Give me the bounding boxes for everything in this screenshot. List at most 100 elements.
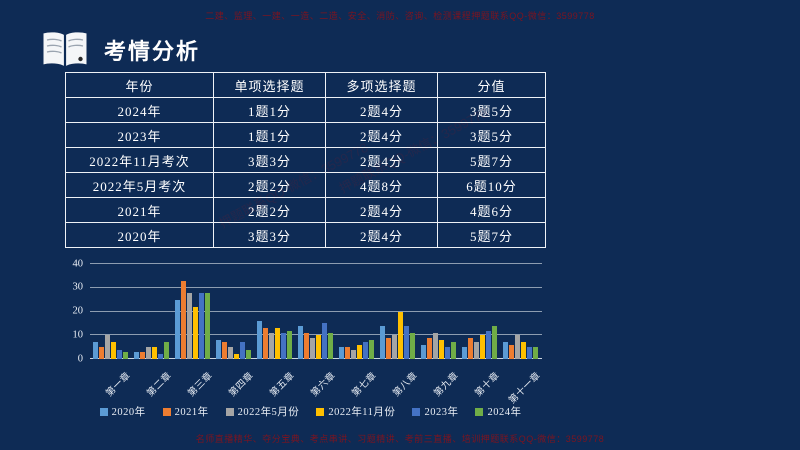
bar <box>404 325 410 359</box>
table-cell: 5题7分 <box>437 147 546 173</box>
x-axis-label: 第二章 <box>145 370 174 400</box>
bar <box>474 342 480 359</box>
gridline <box>90 334 542 336</box>
table-row: 2022年5月考次 2题2分 4题8分 6题10分 <box>65 172 546 198</box>
bar <box>174 299 180 359</box>
table-cell: 2020年 <box>65 222 214 248</box>
bar <box>527 347 533 359</box>
bar <box>327 332 333 359</box>
bar <box>233 354 239 359</box>
bar <box>480 335 486 359</box>
table-cell: 3题5分 <box>437 122 546 148</box>
legend-swatch <box>225 407 234 416</box>
watermark-top: 二建、监理、一建、一造、二造、安全、消防、咨询、检测课程押题联系QQ-微信：35… <box>205 11 595 21</box>
x-axis-label: 第四章 <box>227 370 256 400</box>
y-axis-tick: 20 <box>72 305 84 317</box>
table-body: 2024年 1题1分 2题4分 3题5分 2023年 1题1分 2题4分 3题5分 2022年1… <box>65 97 546 248</box>
bar <box>445 347 451 359</box>
legend-item: 2021年 <box>162 404 209 419</box>
bar <box>297 325 303 359</box>
bar <box>421 344 427 359</box>
bar <box>468 337 474 359</box>
watermark-bottom: 名师直播精华、夺分宝典、考点串讲、习题精讲、考前三直播、培训押题联系QQ-微信：… <box>195 434 605 444</box>
table-row: 2024年 1题1分 2题4分 3题5分 <box>65 97 546 123</box>
table-header-row: 年份 单项选择题 多项选择题 分值 <box>65 72 546 98</box>
table-cell: 2题2分 <box>213 172 326 198</box>
legend-label: 2022年5月份 <box>237 407 300 418</box>
bar-group: 第二章 <box>133 264 174 399</box>
table-row: 2021年 2题2分 2题4分 4题6分 <box>65 197 546 223</box>
bar <box>345 347 350 359</box>
bar <box>392 335 398 359</box>
bar <box>280 332 286 359</box>
bar <box>339 347 344 359</box>
table-cell: 3题3分 <box>213 222 326 248</box>
exam-analysis-table: 年份 单项选择题 多项选择题 分值 2024年 1题1分 2题4分 3题5分 2023年 1题1… <box>65 72 546 248</box>
bar <box>486 330 492 359</box>
bar <box>321 323 327 359</box>
bar <box>239 342 245 359</box>
x-axis-label: 第三章 <box>186 370 215 400</box>
legend-item: 2024年 <box>475 404 521 419</box>
table-header-cell: 分值 <box>437 72 546 98</box>
bar <box>351 349 356 359</box>
table-cell: 2024年 <box>65 97 214 123</box>
bar <box>357 344 362 359</box>
x-axis-label: 第十章 <box>473 370 503 400</box>
bar <box>139 351 145 359</box>
bar-chart: 0 10 20 30 40 第一章 第二章 第三章 第四章 第五章 第六章 第七章 第八章 第九章 第十章第… <box>58 258 563 428</box>
bar-group: 第十章 <box>462 264 502 399</box>
bar-group: 第五章 <box>256 264 297 399</box>
y-axis-tick: 0 <box>77 352 83 364</box>
bar <box>133 351 139 359</box>
bar <box>186 292 192 359</box>
table-cell: 2题2分 <box>213 197 326 223</box>
bar-group: 第十一章 <box>503 264 543 406</box>
table-cell: 2022年11月考次 <box>65 147 214 173</box>
bar <box>116 349 122 359</box>
bar <box>98 347 104 359</box>
legend-label: 2021年 <box>174 407 209 418</box>
table-cell: 3题3分 <box>213 147 326 173</box>
table-header-cell: 单项选择题 <box>213 72 326 98</box>
legend-swatch <box>316 407 325 416</box>
table-row: 2023年 1题1分 2题4分 3题5分 <box>65 122 546 148</box>
gridline <box>90 310 542 312</box>
legend-label: 2020年 <box>111 407 146 418</box>
bar <box>221 342 227 359</box>
bar <box>533 347 539 359</box>
legend-swatch <box>412 407 421 416</box>
x-axis-label: 第八章 <box>391 370 420 400</box>
table-cell: 4题8分 <box>325 172 438 198</box>
bar <box>380 325 386 359</box>
bar <box>439 340 445 359</box>
bar-group: 第三章 <box>174 264 215 399</box>
legend-item: 2023年 <box>412 404 458 419</box>
bar <box>427 337 433 359</box>
x-axis-label: 第七章 <box>350 370 379 400</box>
table-cell: 2题4分 <box>325 197 438 223</box>
bar <box>363 342 368 359</box>
bar <box>398 311 404 359</box>
table-row: 2020年 3题3分 2题4分 5题7分 <box>65 222 546 248</box>
page-title: 考情分析 <box>104 39 201 64</box>
x-axis-label: 第十一章 <box>507 370 544 407</box>
bar <box>451 342 457 359</box>
bar <box>204 292 210 359</box>
legend-swatch <box>475 407 484 416</box>
bar <box>256 321 262 359</box>
x-axis-label: 第九章 <box>432 370 462 400</box>
table-cell: 2021年 <box>65 197 214 223</box>
table-cell: 1题1分 <box>213 122 326 148</box>
bar <box>268 332 274 359</box>
bar-group: 第六章 <box>297 264 338 399</box>
y-axis-tick: 40 <box>72 257 84 269</box>
bar <box>262 328 268 359</box>
legend-label: 2024年 <box>487 407 522 418</box>
bar <box>215 340 221 359</box>
bar <box>157 354 163 359</box>
bar-groups: 第一章 第二章 第三章 第四章 第五章 第六章 第七章 第八章 第九章 第十章 第十一章 <box>90 264 543 406</box>
table-cell: 6题10分 <box>437 172 546 198</box>
bar <box>286 330 292 359</box>
